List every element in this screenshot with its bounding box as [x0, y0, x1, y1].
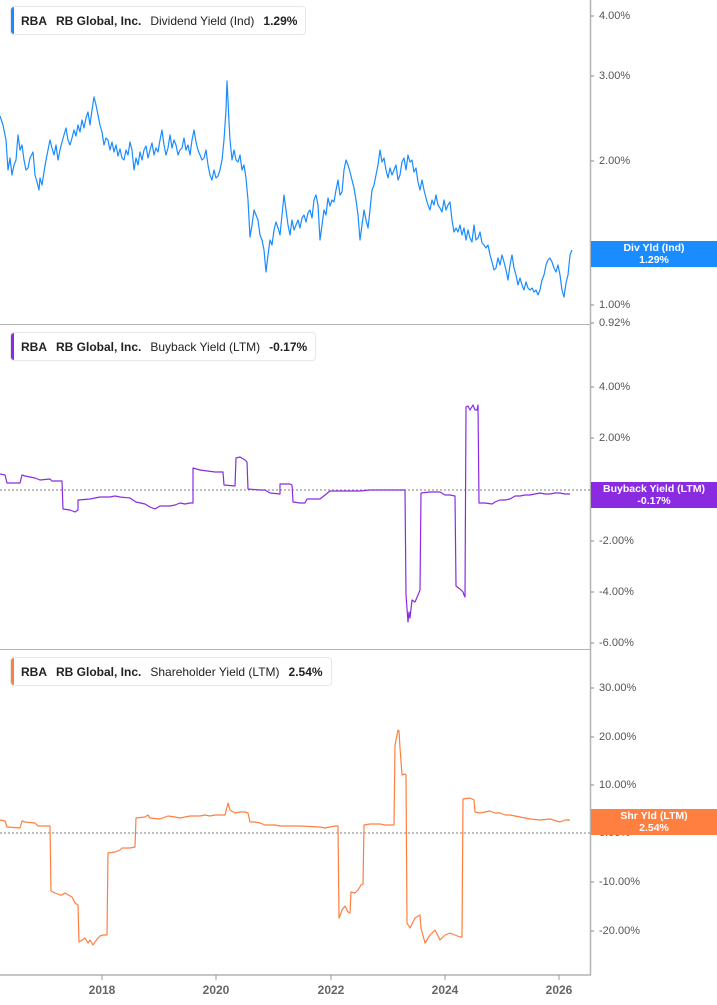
y-tick-marks	[591, 15, 594, 932]
badge-label: Div Yld (Ind)	[623, 242, 685, 254]
legend-value: -0.17%	[269, 339, 308, 354]
legend-dividend-yield[interactable]: RBA RB Global, Inc. Dividend Yield (Ind)…	[10, 6, 307, 35]
y-tick-label: -20.00%	[599, 925, 640, 937]
y-tick-label: -2.00%	[599, 535, 634, 547]
dividend-yield-line	[0, 80, 573, 298]
shareholder-yield-line	[0, 729, 570, 946]
legend-value: 1.29%	[263, 13, 298, 28]
y-tick-label: 1.00%	[599, 299, 631, 311]
y-tick-label: 10.00%	[599, 779, 637, 791]
x-tick-label: 2018	[88, 983, 116, 997]
legend-company: RB Global, Inc.	[56, 339, 142, 354]
legend-metric: Shareholder Yield (LTM)	[150, 664, 280, 679]
legend-ticker: RBA	[21, 664, 47, 679]
badge-value: -0.17%	[637, 495, 671, 507]
legend-value: 2.54%	[288, 664, 323, 679]
y-tick-label: 4.00%	[599, 381, 631, 393]
current-value-badge-shareholder: Shr Yld (LTM) 2.54%	[591, 809, 717, 835]
legend-shareholder-yield[interactable]: RBA RB Global, Inc. Shareholder Yield (L…	[10, 657, 332, 686]
x-tick-marks	[101, 975, 560, 980]
series-color-swatch	[11, 658, 14, 685]
current-value-badge-buyback: Buyback Yield (LTM) -0.17%	[591, 482, 717, 508]
legend-metric: Buyback Yield (LTM)	[150, 339, 261, 354]
y-tick-label: 2.00%	[599, 155, 631, 167]
y-tick-label: -6.00%	[599, 637, 634, 649]
y-tick-label: 0.92%	[599, 317, 631, 329]
legend-company: RB Global, Inc.	[56, 664, 142, 679]
x-tick-label: 2020	[202, 983, 230, 997]
x-tick-label: 2022	[317, 983, 345, 997]
badge-label: Shr Yld (LTM)	[620, 810, 688, 822]
y-tick-label: -10.00%	[599, 876, 640, 888]
legend-company: RB Global, Inc.	[56, 13, 142, 28]
series-color-swatch	[11, 333, 14, 360]
x-tick-label: 2024	[431, 983, 459, 997]
buyback-yield-line	[0, 404, 570, 623]
legend-ticker: RBA	[21, 339, 47, 354]
badge-label: Buyback Yield (LTM)	[603, 483, 705, 495]
badge-value: 2.54%	[639, 822, 669, 834]
y-tick-label: 3.00%	[599, 70, 631, 82]
series-color-swatch	[11, 7, 14, 34]
current-value-badge-dividend: Div Yld (Ind) 1.29%	[591, 241, 717, 267]
y-tick-label: 30.00%	[599, 682, 637, 694]
legend-buyback-yield[interactable]: RBA RB Global, Inc. Buyback Yield (LTM) …	[10, 332, 317, 361]
legend-metric: Dividend Yield (Ind)	[150, 13, 255, 28]
y-tick-label: 2.00%	[599, 432, 631, 444]
y-tick-label: -4.00%	[599, 586, 634, 598]
badge-value: 1.29%	[639, 254, 669, 266]
y-tick-label: 4.00%	[599, 10, 631, 22]
legend-ticker: RBA	[21, 13, 47, 28]
x-tick-label: 2026	[545, 983, 573, 997]
y-tick-label: 20.00%	[599, 731, 637, 743]
